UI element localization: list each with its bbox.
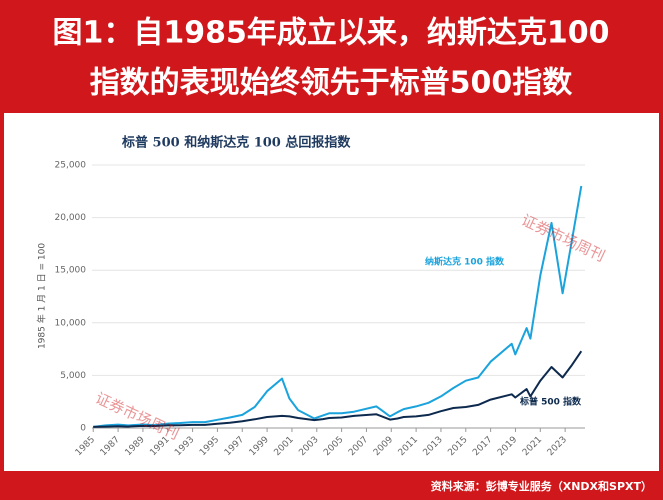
y-tick-label: 25,000 (55, 161, 87, 171)
header-line: 图1：自1985年成立以来，纳斯达克100 (53, 16, 610, 51)
y-tick-label: 20,000 (55, 213, 87, 223)
y-axis-label: 1985 年 1 月 1 日 = 100 (36, 243, 48, 349)
y-tick-label: 5,000 (60, 371, 86, 381)
source: 资料来源：彭博专业服务（XNDX和SPXT） (431, 479, 652, 493)
chart-title: 标普 500 和纳斯达克 100 总回报指数 (121, 135, 351, 151)
panel (4, 113, 659, 471)
y-tick-label: 0 (80, 424, 86, 434)
y-tick-label: 15,000 (55, 266, 87, 276)
series-line (93, 185, 583, 428)
series-line (93, 350, 583, 428)
y-tick-label: 10,000 (55, 318, 87, 328)
series-label: 纳斯达克 100 指数 (425, 256, 505, 268)
header-line: 指数的表现始终领先于标普500指数 (90, 66, 574, 101)
series-label: 标普 500 指数 (519, 396, 582, 408)
